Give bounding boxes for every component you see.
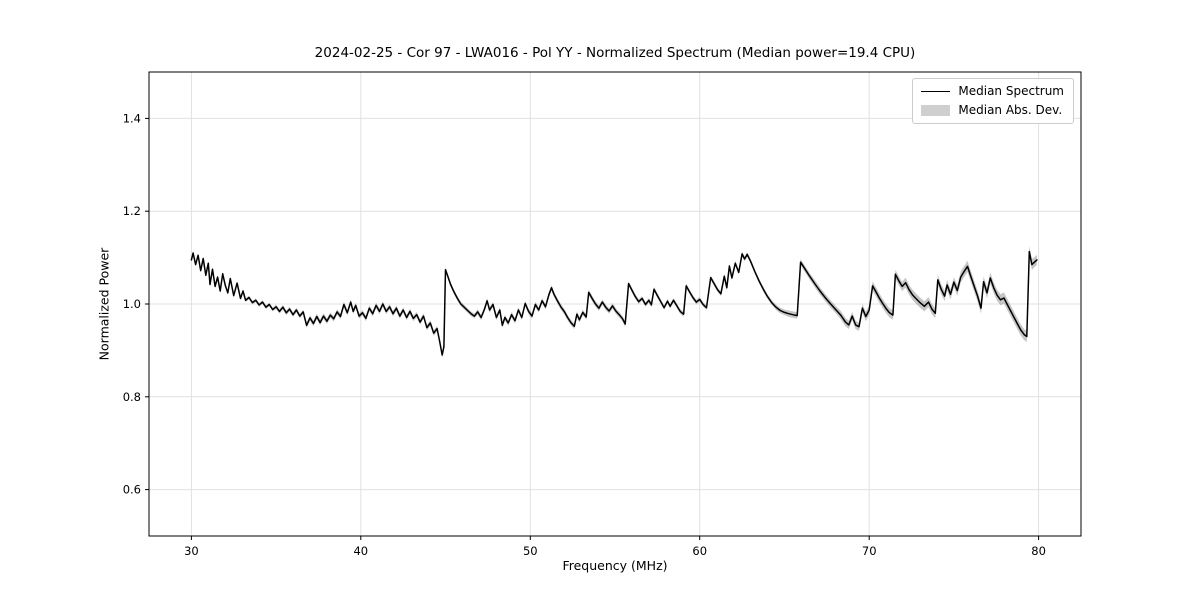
- black-line-swatch-icon: [921, 91, 951, 92]
- y-tick-label: 1.2: [123, 204, 141, 218]
- x-tick-label: 30: [184, 544, 199, 558]
- gray-patch-swatch-icon: [921, 105, 951, 116]
- y-axis-label: Normalized Power: [96, 247, 112, 361]
- x-tick-label: 50: [523, 544, 538, 558]
- gridlines: [149, 72, 1081, 536]
- legend-item-median-spectrum: Median Spectrum: [921, 84, 1064, 99]
- chart-title: 2024-02-25 - Cor 97 - LWA016 - Pol YY - …: [314, 45, 916, 61]
- x-tick-label: 80: [1031, 544, 1046, 558]
- y-tick-label: 1.4: [123, 111, 141, 125]
- x-tick-label: 40: [353, 544, 368, 558]
- legend-label-median-spectrum: Median Spectrum: [958, 84, 1064, 98]
- legend-item-median-abs-dev: Median Abs. Dev.: [921, 103, 1064, 118]
- x-axis-label: Frequency (MHz): [562, 558, 668, 573]
- x-tick-label: 60: [692, 544, 707, 558]
- ticks: [145, 117, 1040, 540]
- x-tick-label: 70: [862, 544, 877, 558]
- tick-labels: 30 40 50 60 70 80 0.6 0.8 1.0 1.2 1.4: [123, 111, 1046, 558]
- series-group: [190, 246, 1038, 358]
- legend-label-median-abs-dev: Median Abs. Dev.: [958, 103, 1063, 117]
- median-spectrum-line: [190, 250, 1038, 356]
- y-tick-label: 1.0: [123, 297, 141, 311]
- legend: Median Spectrum Median Abs. Dev.: [912, 78, 1074, 124]
- y-tick-label: 0.6: [123, 483, 141, 497]
- y-tick-label: 0.8: [123, 390, 141, 404]
- median-abs-dev-band: [191, 246, 1037, 358]
